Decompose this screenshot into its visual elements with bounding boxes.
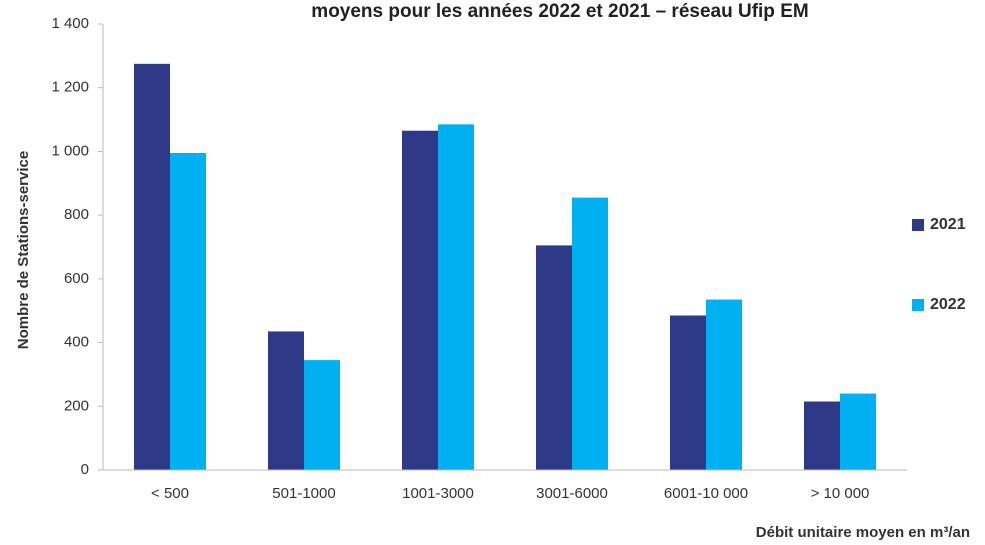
y-tick-label: 800 [64,206,89,223]
bar [670,315,706,470]
bar [706,299,742,470]
legend-label: 2022 [930,296,966,313]
bar [536,245,572,470]
y-tick-label: 0 [81,461,89,478]
x-tick-label: 1001-3000 [402,485,474,502]
x-axis-title: Débit unitaire moyen en m³/an [756,524,970,541]
bar [134,63,170,470]
legend-swatch [912,219,924,231]
y-tick-label: 200 [64,397,89,414]
x-tick-label: > 10 000 [811,485,870,502]
bar [840,393,876,470]
y-tick-label: 400 [64,334,89,351]
y-tick-label: 1 000 [51,142,89,159]
bar [572,197,608,470]
legend-swatch [912,299,924,311]
bar [268,331,304,470]
x-tick-label: < 500 [151,485,189,502]
y-tick-label: 1 200 [51,79,89,96]
x-tick-label: 501-1000 [272,485,335,502]
x-tick-label: 6001-10 000 [664,485,748,502]
bar [402,130,438,470]
x-tick-label: 3001-6000 [536,485,608,502]
y-tick-label: 600 [64,270,89,287]
bar [304,360,340,470]
bar [804,401,840,470]
chart-title: moyens pour les années 2022 et 2021 – ré… [311,1,808,22]
legend-label: 2021 [930,216,966,233]
bar [438,124,474,470]
y-tick-label: 1 400 [51,15,89,32]
bar [170,153,206,470]
y-axis-title: Nombre de Stations-service [15,151,32,349]
